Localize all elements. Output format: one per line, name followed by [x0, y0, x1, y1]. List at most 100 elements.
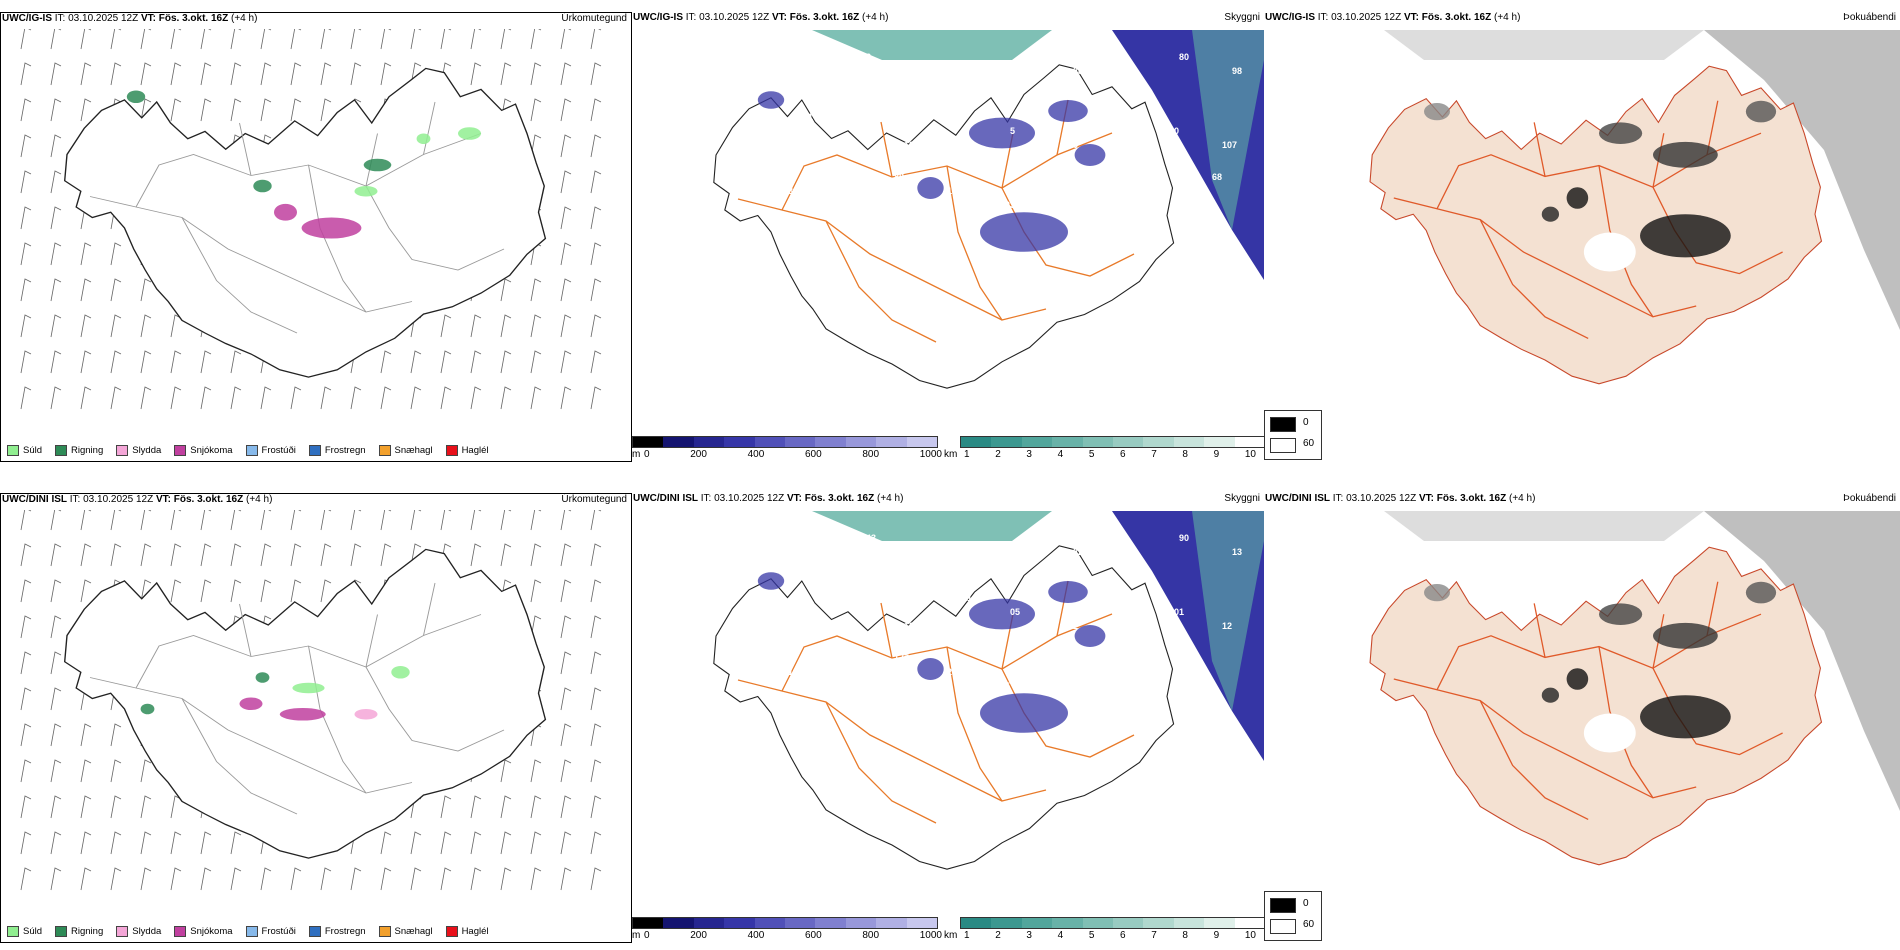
wind-barb: [560, 134, 572, 158]
legend-item: Rigning: [55, 445, 103, 456]
legend-label: Rigning: [71, 445, 104, 456]
legend-item: Frostúði: [245, 445, 296, 456]
wind-barb: [200, 62, 212, 86]
precip-area: [416, 133, 431, 144]
wind-barb: [140, 579, 152, 603]
colorbar-step: [785, 918, 816, 928]
coastline: [63, 548, 547, 859]
wind-barb: [590, 867, 602, 891]
wind-barb: [170, 795, 182, 819]
wind-barb: [530, 510, 542, 531]
ceiling-value-label: 109: [755, 66, 770, 76]
fog-ocean: [1704, 511, 1900, 811]
wind-barb: [560, 314, 572, 338]
wind-barb: [80, 242, 92, 266]
ceiling-value-label: 88: [894, 172, 904, 182]
colorbar-step: [1143, 918, 1174, 928]
colorbar-step: [991, 437, 1022, 447]
precip-area: [301, 217, 362, 239]
tick-label: 10: [1244, 930, 1256, 941]
legend-swatch: [445, 445, 458, 456]
wind-barb: [380, 29, 392, 50]
colorbar-step: [1082, 437, 1114, 447]
ceiling-value-label: 136: [745, 140, 760, 150]
low-ceiling-area: [1074, 144, 1106, 166]
wind-barb: [50, 759, 62, 783]
tick-label: 8: [1182, 449, 1188, 460]
colorbar-step: [815, 918, 846, 928]
panel-type-title: Skyggni: [1224, 493, 1260, 504]
wind-barb: [320, 543, 332, 567]
ceiling-value-label: 123: [1000, 200, 1015, 210]
wind-barb: [500, 543, 512, 567]
it-value: 03.10.2025 12Z: [1346, 493, 1417, 504]
wind-barb: [80, 867, 92, 891]
wind-barb: [20, 543, 32, 567]
wind-barb: [560, 278, 572, 302]
it-value: 03.10.2025 12Z: [83, 494, 154, 505]
colorbar-step: [785, 437, 816, 447]
wind-barb: [170, 543, 182, 567]
tick-label: 1000: [919, 930, 942, 941]
legend-label: Haglél: [461, 926, 489, 937]
ceiling-colorbar: [632, 917, 938, 929]
glacier: [1583, 232, 1636, 272]
road-line: [135, 133, 482, 208]
ceiling-value-label: 107: [1222, 140, 1237, 150]
wind-barb: [380, 543, 392, 567]
wind-barb: [20, 386, 32, 410]
legend-item: Snæhagl: [378, 445, 433, 456]
wind-barb: [560, 831, 572, 855]
ceiling-value-label: 192: [788, 667, 803, 677]
ceiling-value-label: 53: [957, 112, 967, 122]
wind-barb: [20, 687, 32, 711]
wind-barb: [230, 350, 242, 374]
wind-barb: [470, 543, 482, 567]
visibility-ticks: 1 2 3 4 5 6 7 8 9 10: [964, 930, 1256, 941]
wind-barb: [470, 29, 482, 50]
low-vis-ocean: [812, 511, 1052, 541]
wind-barb: [230, 831, 242, 855]
ceiling-value-label: 68: [1212, 172, 1222, 182]
legend-swatch: [378, 926, 391, 937]
wind-barb: [110, 723, 122, 747]
low-ceiling-area: [980, 693, 1068, 733]
wind-barb: [380, 510, 392, 531]
panel-header: UWC/IG-IS IT: 03.10.2025 12Z VT: Fös. 3.…: [2, 13, 257, 24]
legend-label: Rigning: [71, 926, 104, 937]
ceiling-value-label: 15: [1000, 681, 1010, 691]
precip-type-panel: UWC/DINI ISL IT: 03.10.2025 12Z VT: Fös.…: [0, 493, 632, 943]
colorbar-step: [961, 437, 992, 447]
wind-barb: [530, 543, 542, 567]
ceiling-value-label: 141: [957, 593, 972, 603]
panel-type-title: Þokuábendi: [1843, 12, 1896, 23]
ceiling-value-label: 82: [861, 52, 871, 62]
forecast-offset: (+4 h): [877, 493, 904, 504]
wind-barb: [110, 29, 122, 50]
wind-barb: [170, 98, 182, 122]
tick-label: 600: [805, 449, 822, 460]
wind-barb: [140, 62, 152, 86]
wind-barb: [500, 795, 512, 819]
fog-map: [1369, 511, 1900, 866]
fog-area: [1599, 603, 1643, 625]
wind-barb: [290, 510, 302, 531]
vt-value: Fös. 3.okt. 16Z: [173, 494, 244, 505]
wind-barb: [410, 386, 422, 410]
legend-label: Slydda: [132, 926, 162, 937]
wind-barb: [140, 510, 152, 531]
vt-label: VT:: [1418, 493, 1434, 504]
low-ceiling-area: [1048, 100, 1088, 122]
wind-barb: [590, 62, 602, 86]
ceiling-value-label: 101: [735, 172, 750, 182]
wind-barb: [500, 759, 512, 783]
ceiling-value-label: 275: [967, 80, 982, 90]
ceiling-value-label: 101: [798, 112, 813, 122]
wind-barb: [50, 687, 62, 711]
legend-item: Snæhagl: [378, 926, 433, 937]
wind-barb: [560, 62, 572, 86]
wind-barb: [530, 98, 542, 122]
fog-index-panel: UWC/IG-IS IT: 03.10.2025 12Z VT: Fös. 3.…: [1264, 12, 1900, 462]
low-vis-ocean: [1192, 511, 1264, 711]
ceiling-value-label: 101: [1169, 607, 1184, 617]
